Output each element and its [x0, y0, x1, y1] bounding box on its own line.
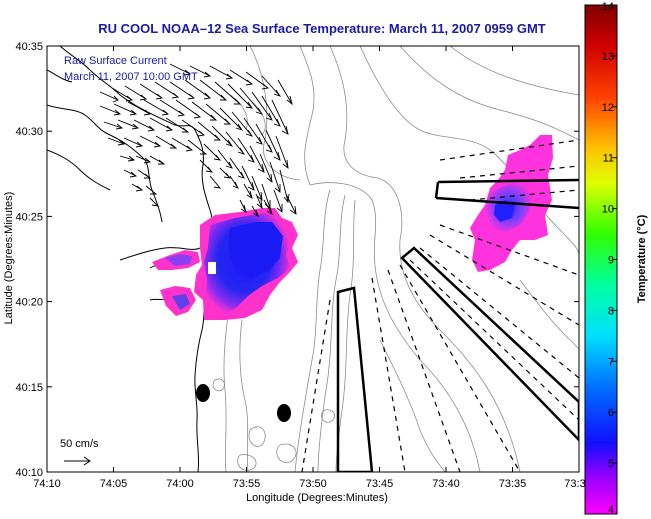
x-tick-label: 74:10: [33, 478, 61, 490]
y-axis: 40:35 40:30 40:25 40:20 40:15 40:10: [15, 41, 579, 479]
scale-label: 50 cm/s: [60, 438, 99, 450]
colorbar-tick-label: 8: [608, 305, 614, 317]
colorbar-label: Temperature (°C): [636, 214, 648, 303]
sst-patch-coastal: [152, 208, 298, 320]
colorbar-tick-label: 13: [602, 51, 614, 63]
bathymetry-contours: [212, 46, 579, 472]
x-tick-label: 74:05: [100, 478, 128, 490]
colorbar-tick-label: 6: [608, 407, 614, 419]
y-tick-label: 40:20: [15, 297, 43, 309]
y-tick-label: 40:15: [15, 382, 43, 394]
x-tick-label: 73:45: [366, 478, 394, 490]
surface-current-vectors: [99, 63, 297, 218]
x-tick-label: 73:50: [299, 478, 327, 490]
colorbar-tick-label: 12: [602, 102, 614, 114]
legend-line-1: Raw Surface Current: [64, 55, 167, 67]
x-tick-label: 73:35: [499, 478, 527, 490]
scale-arrow: [64, 456, 91, 466]
y-tick-label: 40:35: [15, 41, 43, 53]
survey-boxes: [336, 178, 579, 472]
y-tick-label: 40:10: [15, 467, 43, 479]
marker-dot: [196, 384, 210, 402]
x-tick-label: 73:55: [233, 478, 261, 490]
y-tick-label: 40:30: [15, 126, 43, 138]
colorbar-tick-label: 9: [608, 255, 614, 267]
y-tick-label: 40:25: [15, 211, 43, 223]
x-axis-label: Longitude (Degrees:Minutes): [246, 492, 388, 504]
colorbar-tick-label: 7: [608, 356, 614, 368]
x-tick-label: 74:00: [166, 478, 194, 490]
colorbar-tick-label: 14: [602, 1, 614, 13]
colorbar-ticks: 14 13 12 11 10 9 8 7 6 5 4: [602, 1, 617, 516]
marker-dot: [277, 404, 291, 422]
y-axis-label: Latitude (Degrees:Minutes): [3, 192, 15, 325]
chart-title: RU COOL NOAA–12 Sea Surface Temperature:…: [98, 21, 546, 36]
x-axis: 74:10 74:05 74:00 73:55 73:50 73:45 73:40 73:35…: [33, 46, 586, 490]
map-content: [47, 46, 579, 472]
legend-line-2: March 11, 2007 10:00 GMT: [64, 71, 198, 83]
dashed-lines: [301, 139, 579, 472]
colorbar-tick-label: 10: [602, 204, 614, 216]
colorbar-tick-label: 5: [608, 458, 614, 470]
colorbar-tick-label: 4: [608, 504, 614, 516]
x-tick-label: 73:40: [432, 478, 460, 490]
colorbar-tick-label: 11: [603, 153, 614, 165]
x-tick-label: 73:3: [564, 478, 585, 490]
